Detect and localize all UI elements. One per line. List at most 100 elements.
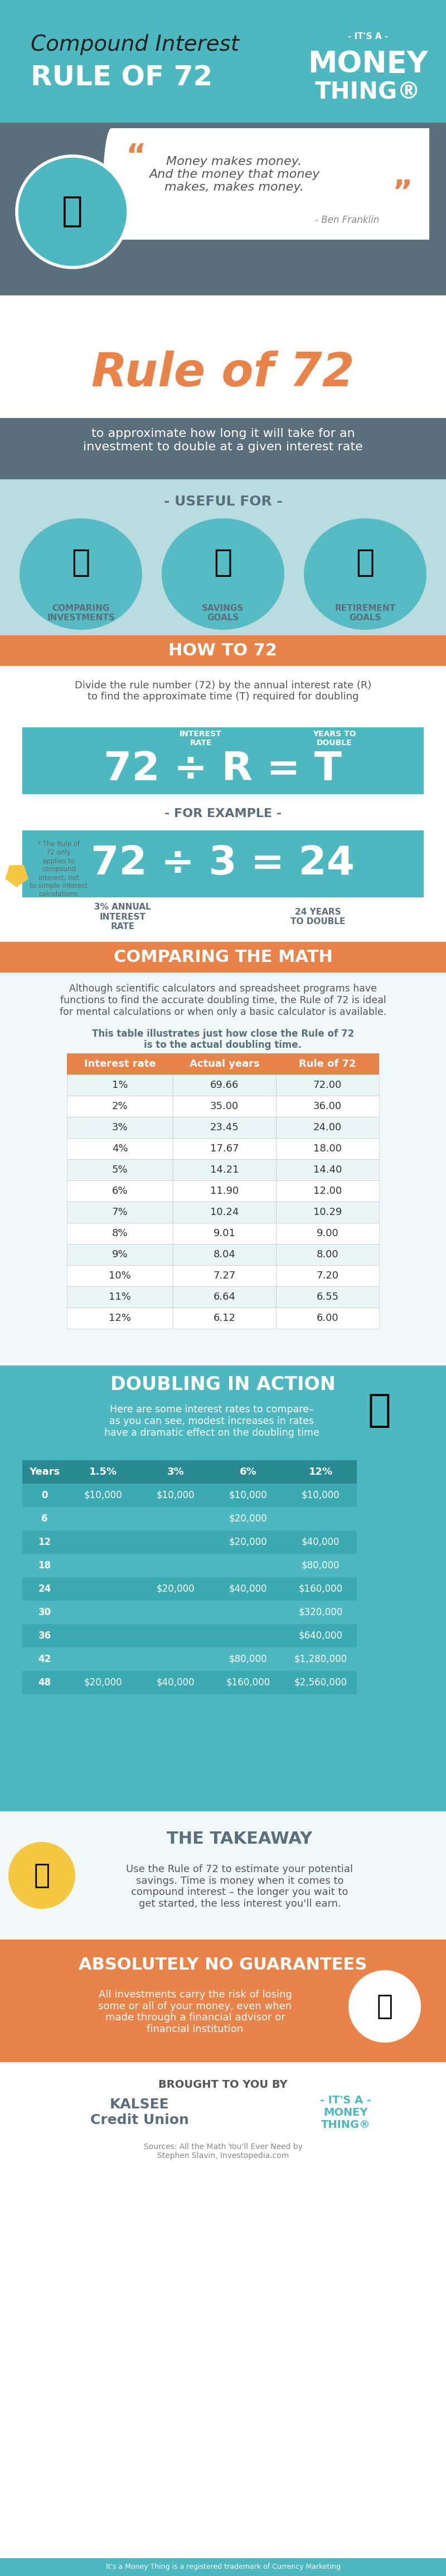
Text: 14.40: 14.40 (313, 1164, 342, 1175)
Text: $10,000: $10,000 (157, 1492, 195, 1499)
Text: 18.00: 18.00 (313, 1144, 342, 1154)
FancyBboxPatch shape (0, 1940, 446, 2063)
FancyBboxPatch shape (139, 1484, 212, 1507)
FancyBboxPatch shape (173, 1054, 276, 1074)
FancyBboxPatch shape (22, 1649, 67, 1672)
Text: 👴: 👴 (62, 196, 83, 229)
Circle shape (348, 1971, 421, 2043)
FancyBboxPatch shape (173, 1095, 276, 1118)
FancyBboxPatch shape (67, 1649, 139, 1672)
FancyBboxPatch shape (67, 1180, 173, 1200)
Bar (173, 1095, 276, 1118)
FancyBboxPatch shape (139, 1507, 212, 1530)
Bar (67, 1285, 173, 1309)
FancyBboxPatch shape (212, 1553, 285, 1577)
Text: 3%: 3% (112, 1123, 128, 1133)
FancyBboxPatch shape (276, 1285, 379, 1309)
FancyBboxPatch shape (22, 1672, 67, 1695)
Text: 💡: 💡 (34, 1862, 50, 1888)
Text: 4%: 4% (112, 1144, 128, 1154)
FancyBboxPatch shape (276, 1309, 379, 1329)
FancyBboxPatch shape (67, 1118, 173, 1139)
Text: $20,000: $20,000 (84, 1677, 122, 1687)
Text: 1.5%: 1.5% (89, 1466, 117, 1476)
Text: 💰: 💰 (376, 1994, 393, 2020)
FancyBboxPatch shape (67, 1224, 173, 1244)
Text: 0: 0 (41, 1492, 48, 1499)
FancyBboxPatch shape (276, 1244, 379, 1265)
Text: 7.20: 7.20 (316, 1270, 339, 1280)
FancyBboxPatch shape (67, 1054, 173, 1074)
Bar (276, 1118, 379, 1139)
FancyBboxPatch shape (285, 1507, 357, 1530)
Bar (67, 1159, 173, 1180)
Text: SAVINGS
GOALS: SAVINGS GOALS (202, 603, 244, 621)
Text: 🏠: 🏠 (214, 549, 232, 577)
Text: RULE OF 72: RULE OF 72 (31, 64, 213, 90)
FancyBboxPatch shape (285, 1623, 357, 1649)
Text: 7.27: 7.27 (213, 1270, 235, 1280)
FancyBboxPatch shape (67, 1074, 173, 1095)
FancyBboxPatch shape (22, 1530, 67, 1553)
FancyBboxPatch shape (139, 1649, 212, 1672)
FancyBboxPatch shape (212, 1649, 285, 1672)
Text: 72 ÷ 3 = 24: 72 ÷ 3 = 24 (91, 845, 355, 884)
Text: 8.04: 8.04 (213, 1249, 235, 1260)
Text: RETIREMENT
GOALS: RETIREMENT GOALS (335, 603, 396, 621)
FancyBboxPatch shape (139, 1577, 212, 1600)
Text: 23.45: 23.45 (210, 1123, 239, 1133)
FancyBboxPatch shape (67, 1285, 173, 1309)
Text: 11%: 11% (109, 1293, 131, 1301)
Text: $160,000: $160,000 (226, 1677, 270, 1687)
Text: - Ben Franklin: - Ben Franklin (315, 216, 379, 224)
Bar (276, 1200, 379, 1224)
FancyBboxPatch shape (285, 1577, 357, 1600)
FancyBboxPatch shape (276, 1054, 379, 1074)
Text: $20,000: $20,000 (157, 1584, 195, 1595)
Text: $20,000: $20,000 (229, 1538, 267, 1548)
Text: 9.01: 9.01 (213, 1229, 235, 1239)
FancyBboxPatch shape (67, 1095, 173, 1118)
Text: 36: 36 (38, 1631, 51, 1641)
FancyBboxPatch shape (67, 1672, 139, 1695)
FancyBboxPatch shape (0, 124, 446, 296)
Bar (67, 1200, 173, 1224)
FancyBboxPatch shape (285, 1672, 357, 1695)
Text: 30: 30 (38, 1607, 51, 1618)
Text: Rule of 72: Rule of 72 (299, 1059, 356, 1069)
Text: 6: 6 (41, 1515, 48, 1525)
FancyBboxPatch shape (139, 1672, 212, 1695)
FancyBboxPatch shape (0, 1811, 446, 1940)
FancyBboxPatch shape (67, 1484, 139, 1507)
Text: Actual years: Actual years (190, 1059, 260, 1069)
FancyBboxPatch shape (67, 1309, 173, 1329)
FancyBboxPatch shape (276, 1118, 379, 1139)
Text: BROUGHT TO YOU BY: BROUGHT TO YOU BY (158, 2079, 288, 2089)
Text: $640,000: $640,000 (298, 1631, 343, 1641)
FancyBboxPatch shape (67, 1577, 139, 1600)
Bar (276, 1285, 379, 1309)
Bar (173, 1200, 276, 1224)
FancyBboxPatch shape (212, 1600, 285, 1623)
Polygon shape (0, 417, 446, 479)
Text: $40,000: $40,000 (301, 1538, 340, 1548)
Bar (276, 1224, 379, 1244)
FancyBboxPatch shape (212, 1484, 285, 1507)
FancyBboxPatch shape (22, 1577, 67, 1600)
Bar (276, 1159, 379, 1180)
Text: - FOR EXAMPLE -: - FOR EXAMPLE - (165, 809, 281, 819)
FancyBboxPatch shape (276, 1095, 379, 1118)
FancyBboxPatch shape (22, 1600, 67, 1623)
FancyBboxPatch shape (67, 1553, 139, 1577)
Text: 6%: 6% (112, 1185, 128, 1195)
FancyBboxPatch shape (139, 1461, 212, 1484)
FancyBboxPatch shape (22, 829, 424, 896)
Text: 42: 42 (38, 1654, 51, 1664)
Bar (173, 1244, 276, 1265)
FancyBboxPatch shape (67, 1530, 139, 1553)
FancyBboxPatch shape (67, 1200, 173, 1224)
FancyBboxPatch shape (285, 1649, 357, 1672)
Text: THING®: THING® (315, 80, 421, 103)
Text: 12: 12 (38, 1538, 51, 1548)
Text: 17.67: 17.67 (210, 1144, 239, 1154)
